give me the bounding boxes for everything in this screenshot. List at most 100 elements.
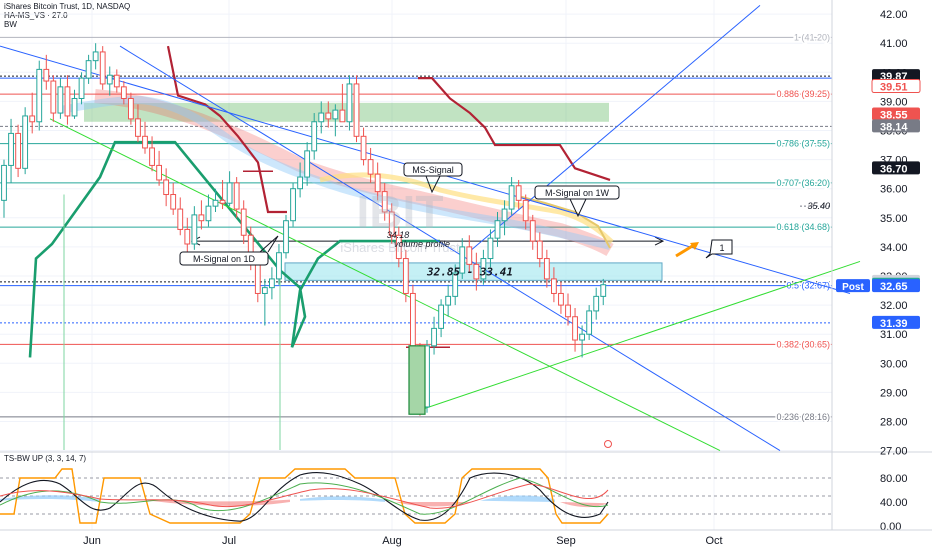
price-badge-label: 38.55 [880, 109, 908, 121]
orange-arrow [675, 243, 695, 258]
candle-body [579, 333, 586, 341]
candle-large [408, 345, 426, 415]
fib-label: 0.707 (36.20) [776, 178, 830, 188]
y-tick-label: 35.00 [880, 213, 908, 225]
candle-body [29, 115, 36, 123]
candle-body [346, 83, 353, 123]
legend-title: iShares Bitcoin Trust, 1D, NASDAQ [4, 2, 131, 11]
candle-body [438, 304, 445, 329]
legend-indicator: HA-MS_VS · 27.0 [4, 11, 68, 20]
price-badge-label: 36.70 [880, 163, 908, 175]
x-tick-label: Jul [222, 535, 236, 547]
post-badge [836, 279, 870, 293]
price-badge-label: 38.14 [880, 121, 908, 133]
candle-body [184, 228, 191, 245]
osc-tick-label: 40.00 [880, 497, 908, 509]
volume-profile-label: volume profile [394, 239, 450, 249]
candle-body [71, 97, 78, 117]
osc-histogram-blue-3 [480, 495, 555, 502]
post-label: Post [842, 282, 864, 293]
y-tick-label: 29.00 [880, 387, 908, 399]
candle-body [92, 51, 99, 62]
green-zone [84, 102, 609, 122]
candle-body [233, 182, 240, 210]
candle-body [57, 86, 64, 114]
candle-body [494, 220, 501, 239]
candle-body [529, 220, 536, 242]
candle-body [22, 115, 29, 169]
candle-body [163, 179, 170, 196]
m-signal-1w-label-box [534, 185, 620, 200]
candle-body [395, 234, 402, 260]
m-signal-1d-label-box [179, 251, 269, 266]
candle-body [586, 310, 593, 335]
candle-body [551, 278, 557, 294]
candle-body [297, 176, 304, 190]
candle-body [402, 258, 409, 294]
event-marker [604, 440, 612, 448]
candle-body [120, 86, 127, 99]
y-tick-label: 27.00 [880, 446, 908, 458]
candle-body [353, 83, 360, 137]
fib-label: 0.382 (30.65) [776, 339, 830, 349]
candle-body [191, 214, 198, 245]
y-tick-label: 34.00 [880, 242, 908, 254]
price-badge-label: 31.39 [880, 318, 908, 330]
y-tick-label: 42.00 [880, 9, 908, 21]
y-tick-label: 39.00 [880, 96, 908, 108]
ms-signal-label-box [403, 162, 463, 177]
fib-label: 0.236 (28.16) [776, 412, 830, 422]
x-tick-label: Jun [83, 535, 101, 547]
candle-body [600, 284, 607, 297]
watermark-sub: iShares Bitcoin Trust [340, 240, 460, 255]
candle-body [565, 304, 571, 318]
watermark: IBIT [357, 186, 444, 238]
candle-body [388, 211, 395, 236]
osc-histogram-blue [0, 495, 100, 502]
osc-histogram-red-2 [395, 502, 470, 507]
legend-bw: BW [4, 20, 17, 29]
candles [1, 43, 607, 416]
osc-tick-label: 0.00 [880, 521, 901, 533]
osc-red-line [0, 483, 609, 509]
trend-line-lime-up [411, 260, 861, 414]
candle-body [367, 159, 374, 175]
price-badge [872, 107, 920, 121]
fib-label: 0.786 (37.55) [776, 139, 830, 149]
red-step-line-1 [166, 45, 287, 214]
osc-green-line [0, 477, 609, 515]
cloud-ribbon-red [94, 89, 614, 257]
fib-label: 0.886 (39.25) [776, 89, 830, 99]
candle-body [198, 214, 205, 222]
candle-body [240, 208, 247, 236]
price-badge [872, 161, 920, 175]
candle-body [269, 278, 275, 289]
candle-body [43, 68, 50, 82]
candle-body [205, 205, 212, 222]
candle-body [522, 199, 529, 222]
fib-label: 1 (41.20) [794, 32, 830, 42]
candle-body [466, 246, 473, 265]
trend-line-blue-up [467, 4, 761, 254]
candle-body [261, 287, 268, 294]
candle-body [113, 74, 120, 88]
candle-body [325, 112, 332, 120]
candle-body [78, 77, 85, 99]
candle-body [99, 51, 106, 85]
candle-body [593, 295, 600, 312]
oscillator-panel [0, 451, 932, 524]
price-badge [872, 315, 920, 329]
candle-body [142, 135, 148, 149]
candle-body [410, 292, 416, 347]
candle-body [572, 316, 578, 341]
candle-body [487, 237, 494, 260]
candle-body [64, 86, 71, 117]
orange-arrow-head [690, 242, 699, 250]
candle-body [311, 121, 318, 152]
candle-body [536, 240, 543, 260]
ms-signal-pointer [425, 175, 441, 194]
fib-label: 0.618 (34.68) [776, 222, 830, 232]
m-signal-1w-label: M-Signal on 1W [545, 188, 610, 198]
candle-body [36, 68, 43, 123]
